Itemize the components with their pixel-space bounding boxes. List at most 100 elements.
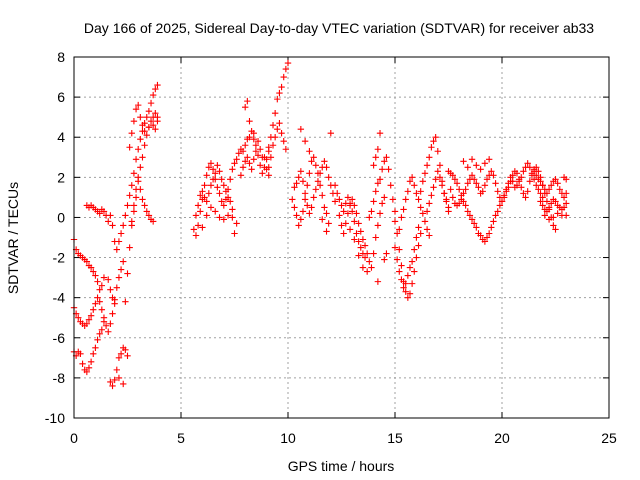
data-point [372,188,379,195]
data-point [250,130,257,137]
data-point [539,202,546,209]
data-point [485,156,493,163]
data-point [398,214,405,221]
data-point [199,188,206,195]
data-point [295,222,302,229]
data-point [396,226,403,233]
data-point [376,176,384,183]
data-point [473,162,480,169]
data-point [124,202,131,209]
data-point [143,113,150,121]
data-point [231,230,238,237]
data-point [137,113,144,121]
data-point [254,152,262,159]
data-point [402,196,409,203]
data-point [355,252,362,259]
data-point [304,202,311,209]
data-point [109,222,116,229]
y-tick-label: -8 [53,370,66,386]
data-point [477,166,484,173]
data-point [393,230,401,237]
plot-frame [73,56,610,419]
data-point [479,188,486,195]
data-point [462,186,469,193]
data-point [389,196,397,203]
data-point [289,196,296,203]
data-point [381,158,388,165]
data-point [552,176,559,183]
data-point [269,142,277,149]
y-tick-label: 6 [57,89,65,105]
data-point [92,300,99,307]
data-point [464,180,471,187]
data-point [117,266,125,273]
data-point [235,150,242,157]
data-point [135,146,142,153]
data-point [256,162,264,169]
data-point [492,180,499,187]
data-point [276,119,283,127]
data-point [349,208,356,215]
data-point [456,186,463,193]
data-point [271,134,279,141]
data-point [481,160,489,167]
data-point [207,160,215,167]
data-point [197,192,204,199]
data-point [515,178,523,185]
data-point [507,174,514,181]
data-point [434,148,441,155]
data-point [152,109,159,117]
data-point [113,284,120,291]
data-point [100,274,108,281]
data-point [522,194,529,201]
data-point [312,162,320,169]
data-point [361,254,369,261]
data-point [132,156,140,163]
data-point [130,202,138,209]
data-point [276,89,283,97]
data-point [242,158,249,165]
data-point [137,136,144,143]
data-point [94,278,101,285]
y-tick-label: -4 [53,290,66,306]
data-point [231,160,238,167]
data-point [443,196,450,203]
data-point [130,208,138,215]
data-point [336,196,343,203]
data-point [246,117,253,125]
data-point [415,196,422,203]
data-point [548,200,555,207]
data-point [299,208,307,215]
data-point [378,200,386,207]
data-point [387,182,394,189]
data-point [481,238,489,245]
data-point [218,198,225,205]
data-point [378,166,386,173]
data-point [199,196,206,203]
data-point [220,202,227,209]
data-point [248,166,255,173]
data-point [477,232,484,239]
data-point [381,194,388,201]
data-point [85,316,93,323]
data-point [201,182,208,189]
data-point [216,168,223,175]
data-point [413,254,420,261]
x-axis-title: GPS time / hours [288,458,395,474]
data-point [520,168,527,175]
data-point [456,200,463,207]
data-point [252,148,260,155]
data-point [115,274,123,281]
data-point [312,186,320,193]
data-point [468,216,476,223]
data-point [90,350,97,358]
data-point [468,172,476,179]
data-point [87,264,95,271]
data-point [105,328,112,335]
data-point [404,294,412,301]
data-point [391,244,399,251]
data-point [492,212,499,219]
data-point [462,202,469,209]
data-point [402,280,409,287]
